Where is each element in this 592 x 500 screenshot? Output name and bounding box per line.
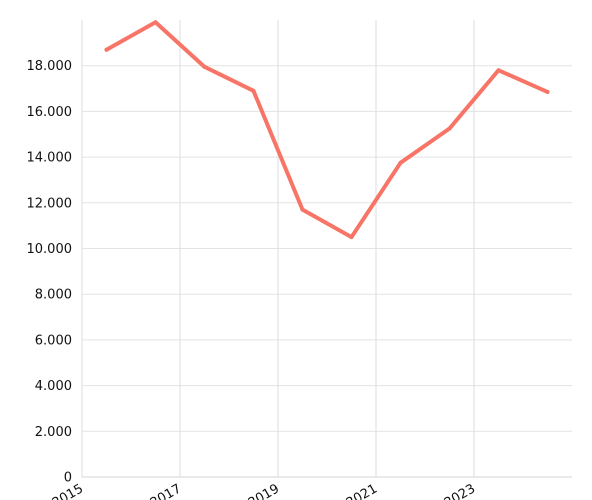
x-tick-label: 2023 <box>442 481 478 500</box>
y-tick-label: 16.000 <box>27 105 73 120</box>
series-line <box>104 20 550 240</box>
data-point <box>251 88 256 93</box>
y-tick-label: 14.000 <box>27 151 73 166</box>
y-tick-label: 2.000 <box>35 425 72 440</box>
y-tick-label: 18.000 <box>27 59 73 74</box>
data-point <box>496 68 501 73</box>
y-tick-label: 6.000 <box>35 333 72 348</box>
data-point <box>153 20 158 25</box>
y-tick-label: 0 <box>64 471 72 486</box>
x-tick-label: 2017 <box>148 481 184 500</box>
y-tick-label: 10.000 <box>27 242 73 257</box>
x-tick-label: 2019 <box>246 481 282 500</box>
data-point <box>300 207 305 212</box>
data-point <box>202 64 207 69</box>
data-point <box>447 126 452 131</box>
gridlines <box>81 20 572 477</box>
data-point <box>349 235 354 240</box>
data-point <box>104 47 109 52</box>
y-tick-label: 12.000 <box>27 196 73 211</box>
data-point <box>398 160 403 165</box>
x-axis-ticks: 2015 2017 2019 2021 2023 <box>50 481 478 500</box>
series-layer <box>104 20 550 240</box>
y-tick-label: 4.000 <box>35 379 72 394</box>
y-axis-ticks: 0 2.000 4.000 6.000 8.000 10.000 12.000 14.000 1… <box>27 59 73 485</box>
y-tick-label: 8.000 <box>35 288 72 303</box>
data-point <box>545 89 550 94</box>
x-tick-label: 2021 <box>344 481 380 500</box>
